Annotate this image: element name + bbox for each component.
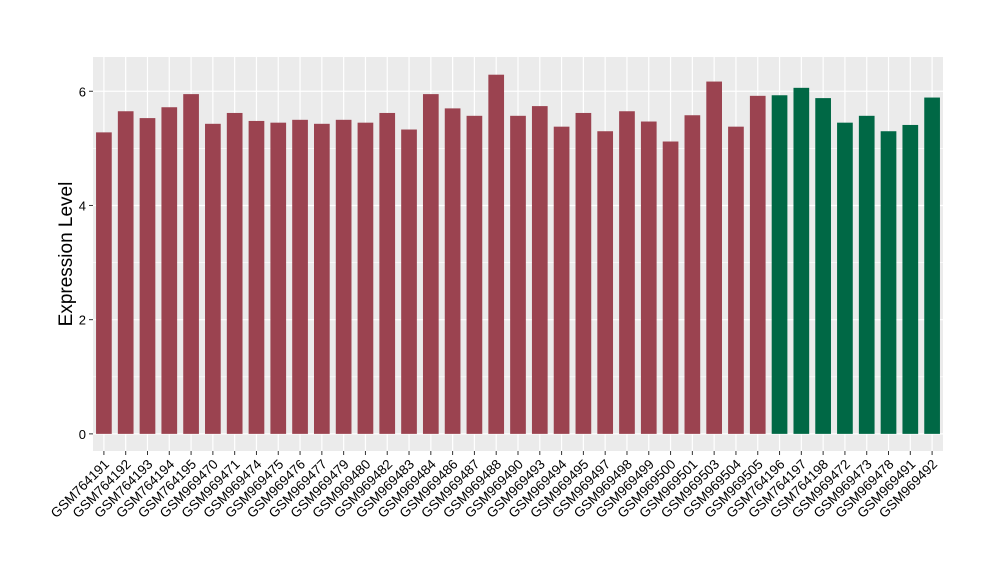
bar: [837, 122, 853, 434]
bar: [314, 123, 330, 434]
y-tick-label: 2: [79, 313, 86, 328]
bar: [161, 107, 178, 434]
bar: [270, 122, 287, 434]
y-tick-label: 4: [79, 198, 86, 213]
bar: [597, 131, 614, 434]
bars: [96, 74, 940, 434]
x-axis: GSM764191GSM764192GSM764193GSM764194GSM7…: [48, 451, 940, 521]
y-tick-label: 6: [79, 84, 86, 99]
y-axis-label: Expression Level: [56, 182, 77, 327]
bar: [662, 141, 679, 434]
bar: [510, 115, 526, 434]
bar: [815, 98, 831, 434]
bar: [226, 112, 243, 434]
bar: [619, 111, 635, 434]
bar: [335, 119, 352, 434]
bar: [575, 112, 592, 434]
bar: [640, 121, 657, 434]
bar: [880, 131, 897, 434]
bar: [706, 81, 722, 434]
bar: [793, 87, 810, 434]
bar: [444, 108, 461, 434]
y-tick-label: 0: [79, 427, 86, 442]
bar: [117, 111, 134, 434]
bar: [96, 132, 112, 434]
bar: [401, 129, 417, 434]
bar: [139, 118, 156, 434]
bar: [379, 112, 396, 434]
bar: [728, 126, 744, 434]
bar: [248, 120, 265, 434]
bar: [553, 126, 570, 434]
bar: [357, 122, 374, 434]
bar: [858, 115, 875, 434]
bar: [531, 106, 548, 434]
bar: [292, 119, 308, 434]
bar: [749, 95, 766, 434]
bar: [684, 115, 701, 434]
bar: [205, 123, 221, 434]
bar: [902, 124, 919, 434]
y-axis: 0 2 4 6: [79, 84, 93, 442]
bar: [924, 97, 940, 434]
bar: [466, 115, 483, 434]
bar: [183, 94, 199, 434]
bar: [488, 74, 505, 434]
bar: [422, 94, 439, 434]
bar: [771, 95, 788, 434]
